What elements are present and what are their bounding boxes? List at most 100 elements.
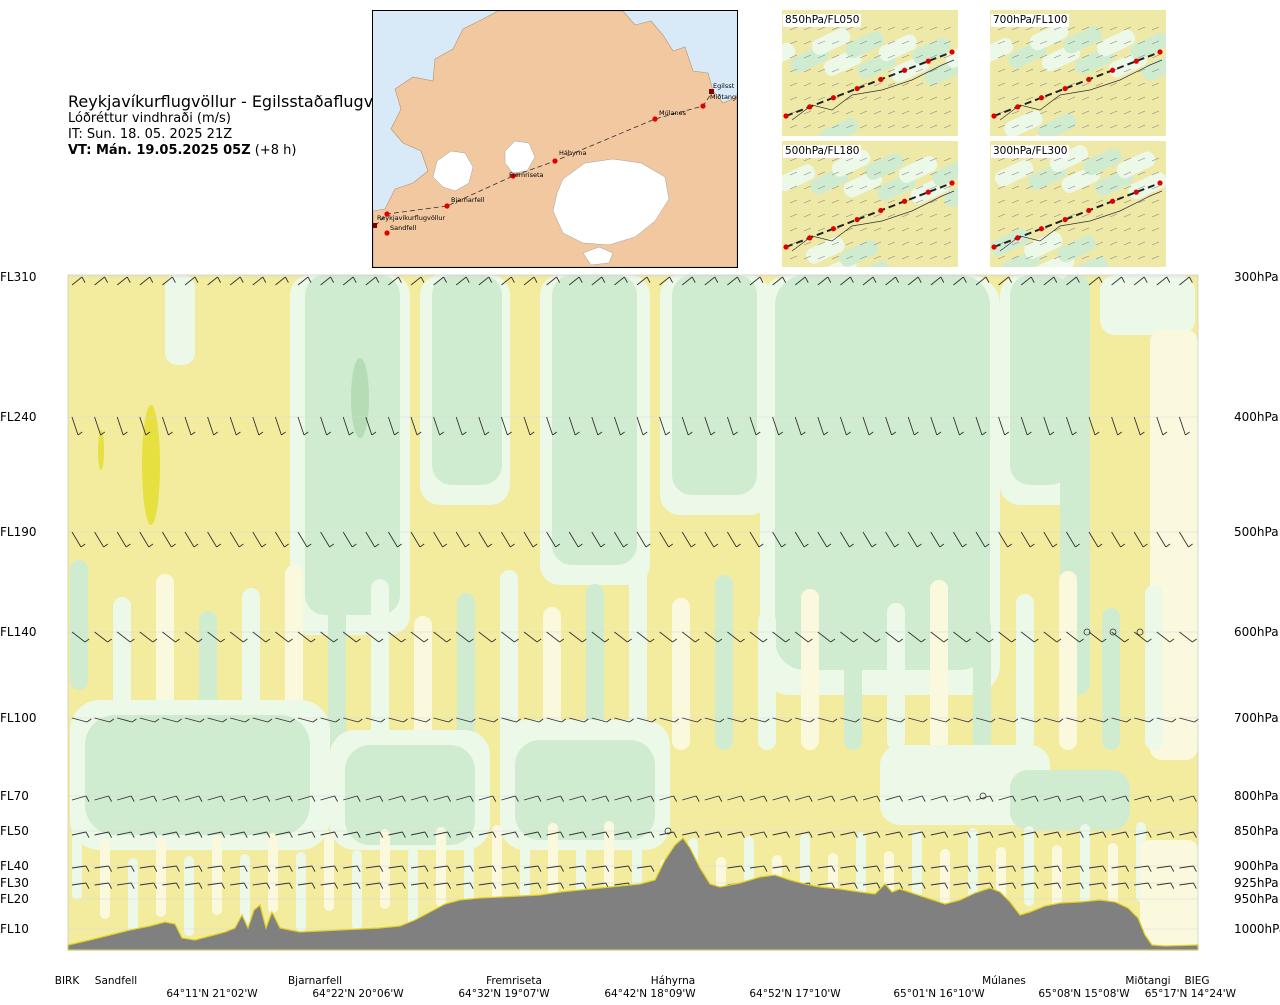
mini-map-wind-barb — [929, 171, 938, 176]
mini-map-wind-barb — [1067, 96, 1076, 101]
mini-map-velocity-band — [944, 180, 958, 207]
mini-map-wind-barb — [1081, 68, 1090, 73]
wind-barb — [546, 882, 564, 889]
velocity-band — [758, 612, 776, 750]
mini-map-wind-barb — [803, 157, 812, 162]
wind-barb — [907, 531, 922, 548]
wind-barb — [682, 717, 702, 723]
mini-map-wind-barb — [1039, 185, 1048, 190]
wind-barb — [343, 717, 363, 723]
velocity-band — [552, 275, 637, 565]
mini-map-wind-barb — [1067, 26, 1076, 31]
route-point-sandfell — [384, 230, 390, 236]
velocity-band — [715, 575, 733, 750]
mini-map-wind-barb — [1025, 82, 1034, 87]
wind-barb — [636, 531, 651, 548]
mini-map-wind-barb — [1011, 68, 1020, 73]
mini-map-velocity-band — [1096, 29, 1136, 57]
wind-barb — [546, 276, 560, 286]
wind-barb — [1111, 831, 1129, 838]
mini-map-route-point — [1038, 226, 1045, 232]
mini-map-wind-barb — [1151, 96, 1160, 101]
wind-barb — [953, 276, 967, 286]
mini-map-wind-barb — [1081, 54, 1090, 59]
wind-barb — [365, 717, 386, 723]
mini-map-wind-barb — [915, 96, 924, 101]
velocity-band — [212, 835, 222, 915]
mini-map-wind-barb — [915, 185, 924, 190]
terrain-profile — [67, 837, 1199, 951]
velocity-band — [672, 598, 690, 750]
wind-barb — [342, 416, 354, 436]
wind-barb — [162, 531, 176, 548]
mini-map-wind-barb — [943, 26, 952, 31]
mini-map-route-point — [878, 207, 884, 214]
route-point-egilsstadir — [709, 89, 714, 94]
wind-barb — [659, 795, 677, 802]
wind-barb — [727, 531, 741, 548]
mini-map-wind-barb — [859, 68, 868, 73]
wind-barb — [71, 795, 90, 802]
wind-barb — [930, 531, 945, 548]
wind-barb — [682, 795, 700, 802]
mini-map-wind-barb — [859, 255, 868, 260]
wind-barb — [297, 831, 316, 838]
pressure-level-label: 950hPa — [1234, 892, 1279, 906]
map-label-sandfell: Sandfell — [390, 224, 416, 232]
mini-map-wind-barb — [887, 227, 896, 232]
wind-barb — [794, 531, 809, 548]
mini-map-wind-barb — [1011, 82, 1020, 87]
mini-map-wind-barb — [845, 171, 854, 176]
mini-map-wind-barb — [831, 124, 840, 129]
mini-map-velocity-band — [1142, 53, 1166, 81]
wind-barb — [139, 276, 154, 286]
wind-barb — [1021, 795, 1039, 802]
wind-barb — [998, 795, 1016, 802]
mini-map-wind-barb — [1137, 40, 1146, 45]
mini-map-wind-barb — [929, 157, 938, 162]
issue-time: IT: Sun. 18. 05. 2025 21Z — [68, 127, 233, 142]
mini-map-wind-barb — [997, 199, 1006, 204]
mini-map-route — [785, 182, 953, 248]
mini-map-wind-barb — [1095, 185, 1104, 190]
mini-map-wind-barb — [859, 171, 868, 176]
mini-map-route-point — [1038, 95, 1045, 101]
wind-barb — [794, 631, 813, 643]
route-point-fremriseta — [510, 173, 516, 179]
wind-barb — [410, 531, 425, 548]
mini-map-wind-barb — [859, 185, 868, 190]
wind-barb — [275, 531, 289, 548]
wind-barb — [975, 416, 987, 436]
velocity-band — [604, 821, 614, 901]
wind-barb — [162, 717, 182, 723]
mini-map-wind-barb — [915, 171, 924, 176]
wind-barb — [1043, 276, 1058, 286]
wind-barb — [613, 416, 625, 436]
velocity-band — [1080, 824, 1090, 904]
mini-map-wind-barb — [915, 227, 924, 232]
wind-barb — [1134, 831, 1152, 838]
mini-map-wind-barb — [929, 40, 938, 45]
mini-map-wind-barb — [1011, 241, 1020, 246]
velocity-band — [352, 850, 362, 930]
wind-barb — [320, 531, 335, 548]
mini-map-wind-barb — [1053, 157, 1062, 162]
wind-barb — [659, 717, 680, 723]
mini-map-route-point — [1133, 189, 1139, 195]
wind-barb — [71, 631, 90, 643]
mini-map-wind-barb — [1109, 241, 1118, 246]
mini-map-wind-barb — [929, 255, 938, 260]
mini-map-coastline — [791, 190, 955, 252]
mini-map-label: 500hPa/FL180 — [783, 145, 862, 158]
mini-map-wind-barb — [1011, 185, 1020, 190]
wind-barb — [840, 795, 858, 802]
wind-barb — [772, 795, 790, 802]
mini-map-wind-barb — [1137, 241, 1146, 246]
wind-barb — [569, 882, 587, 889]
wind-barb — [862, 531, 877, 548]
mini-map-wind-barb — [1123, 124, 1132, 129]
wind-barb — [207, 831, 225, 838]
mini-map-wind-barb — [1081, 227, 1090, 232]
route-coordinate-label: 64°42'N 18°09'W — [604, 988, 696, 1000]
mini-map-wind-barb — [901, 171, 910, 176]
